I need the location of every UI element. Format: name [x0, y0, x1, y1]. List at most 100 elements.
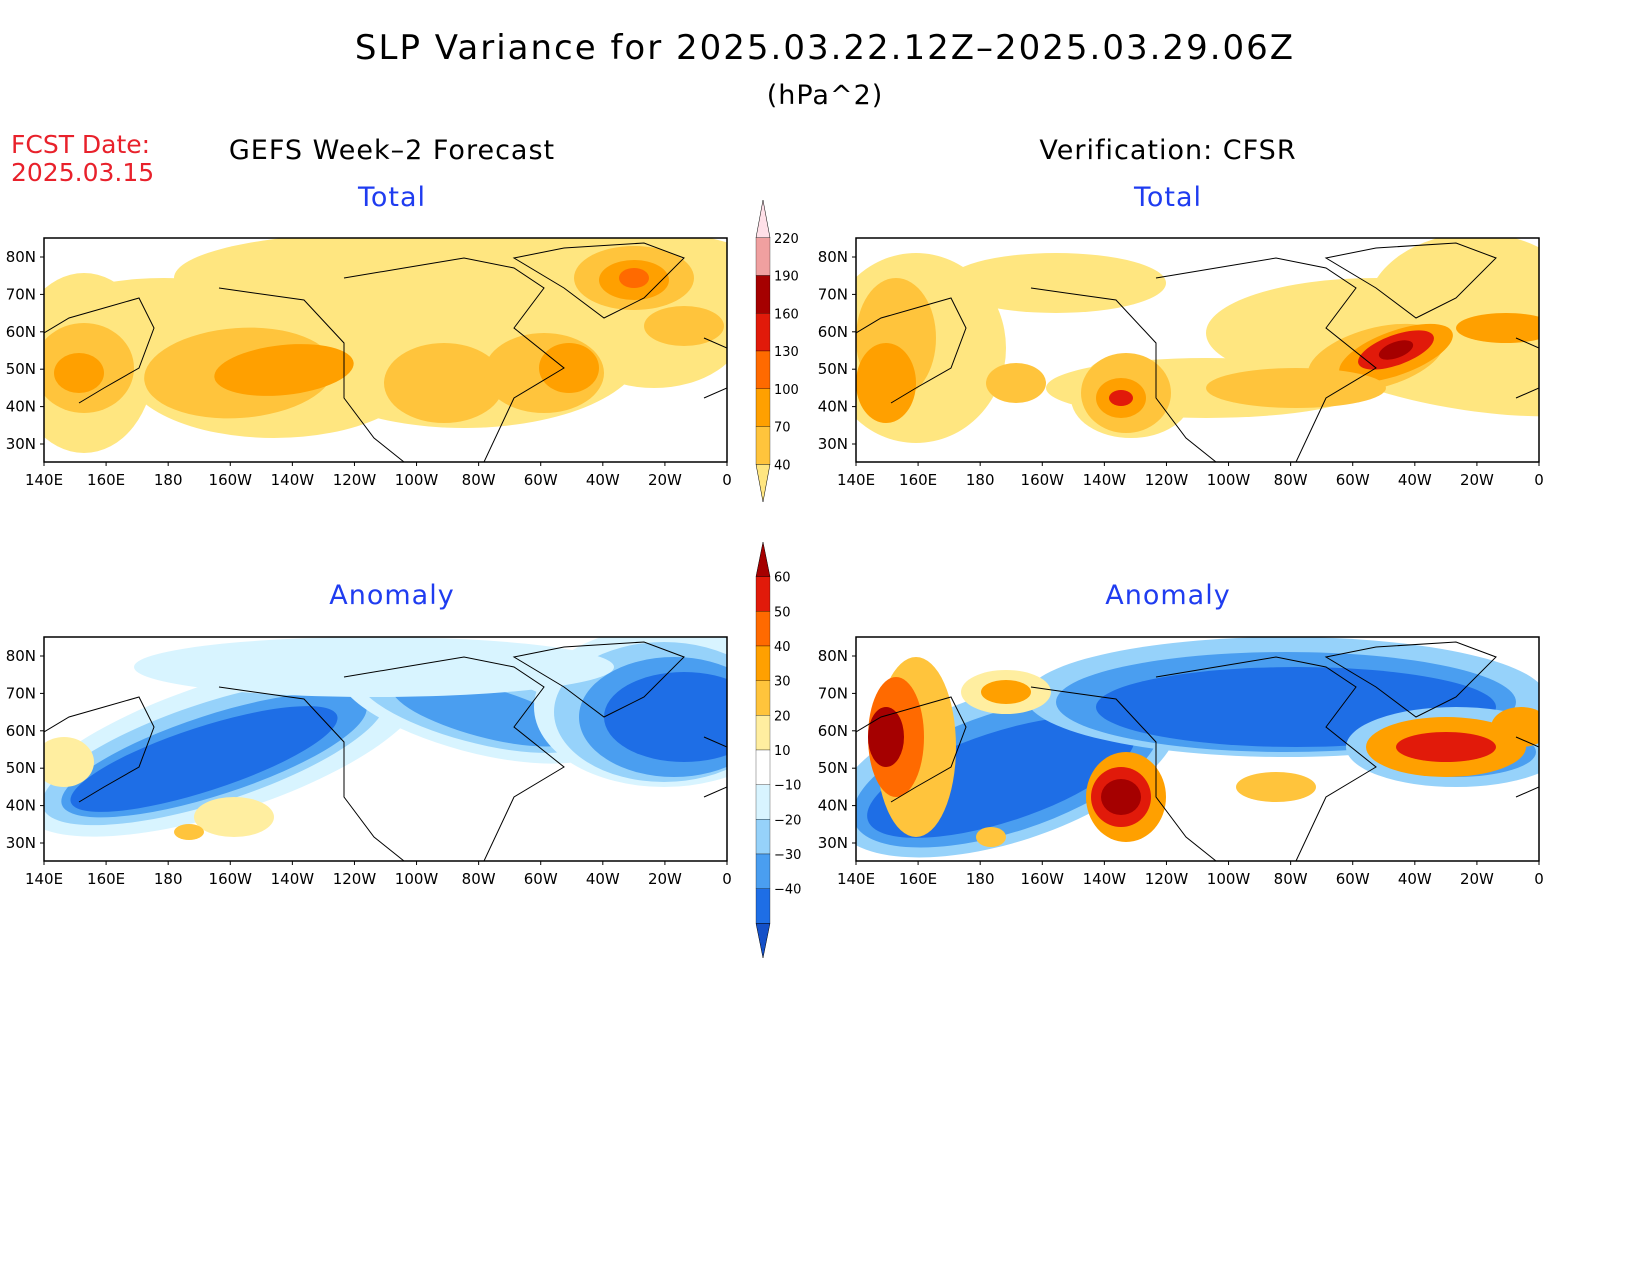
figure-title: SLP Variance for 2025.03.22.12Z–2025.03.…: [354, 28, 1296, 68]
lon-tick-label: 140W: [271, 870, 315, 888]
colorbar-segment: [755, 819, 771, 855]
column-title-verification: Verification: CFSR: [1039, 135, 1297, 166]
lon-tick-label: 80W: [462, 471, 496, 489]
coastline: [1515, 337, 1539, 399]
lat-tick-label: 40N: [818, 797, 848, 815]
lon-tick-label: 80W: [1274, 870, 1308, 888]
lat-tick-label: 50N: [818, 360, 848, 378]
lon-tick-label: 160W: [1021, 870, 1065, 888]
lon-tick-label: 40W: [1398, 471, 1432, 489]
contour-fill: [604, 672, 727, 762]
lon-tick-label: 140W: [1083, 471, 1127, 489]
lon-tick-label: 20W: [1460, 870, 1494, 888]
coastline: [1515, 736, 1539, 798]
contour-fill: [1456, 313, 1539, 343]
contour-fill: [644, 306, 724, 346]
lat-tick-label: 50N: [818, 759, 848, 777]
colorbar-cap: [755, 464, 771, 503]
contour-fill: [1101, 779, 1141, 815]
contour-fill: [1491, 707, 1539, 747]
colorbar-segment: [755, 715, 771, 751]
lat-tick-label: 40N: [6, 398, 36, 416]
panel-label-anomaly-verification: Anomaly: [1105, 580, 1231, 611]
colorbar-tick-label: −20: [774, 813, 801, 828]
colorbar-total: 220 190 160 130 100 70 40: [755, 199, 799, 503]
coastline: [703, 736, 727, 798]
panel-label-total-forecast: Total: [357, 182, 427, 213]
colorbar-segment: [755, 749, 771, 785]
colorbar-tick-label: 30: [774, 675, 791, 690]
map-panel-anomaly-forecast: 80N 70N 60N 50N 40N 30N 140E 160E 180 160W 140W 120…: [6, 636, 732, 888]
contour-fill: [986, 363, 1046, 403]
colorbar-tick-label: 130: [774, 345, 799, 360]
lat-tick-label: 30N: [6, 834, 36, 852]
map-panel-total-forecast: 80N 70N 60N 50N 40N 30N 140E 160E 180 160W 140W 120…: [6, 237, 732, 489]
lon-tick-label: 40W: [586, 471, 620, 489]
lon-tick-label: 180: [966, 870, 995, 888]
coastline: [343, 656, 565, 861]
lon-tick-label: 100W: [1207, 471, 1251, 489]
lat-tick-label: 70N: [818, 684, 848, 702]
lon-tick-label: 160W: [209, 870, 253, 888]
coastline: [218, 287, 405, 462]
lon-tick-label: 120W: [1145, 870, 1189, 888]
colorbar-tick-label: 10: [774, 744, 791, 759]
coastline: [218, 686, 405, 861]
lon-tick-label: 140E: [837, 870, 875, 888]
fcst-date-value: 2025.03.15: [11, 158, 155, 187]
lon-tick-label: 160W: [1021, 471, 1065, 489]
lon-tick-label: 180: [154, 471, 183, 489]
contour-fill: [1378, 340, 1414, 360]
colorbar-segment: [755, 350, 771, 389]
lon-tick-label: 140E: [25, 870, 63, 888]
contour-fill: [44, 737, 94, 787]
colorbar-tick-label: −10: [774, 779, 801, 794]
lat-tick-label: 70N: [818, 285, 848, 303]
lon-tick-label: 0: [1534, 471, 1544, 489]
colorbar-segment: [755, 888, 771, 924]
lon-tick-label: 140W: [271, 471, 315, 489]
lon-tick-label: 120W: [1145, 471, 1189, 489]
lon-tick-label: 140W: [1083, 870, 1127, 888]
contour-fill: [134, 637, 614, 697]
lon-tick-label: 40W: [1398, 870, 1432, 888]
map-frame: [855, 636, 1540, 862]
lat-tick-label: 60N: [818, 323, 848, 341]
colorbar-tick-label: 160: [774, 307, 799, 322]
colorbar-anomaly: 60 50 40 30 20 10 −10 −20 −30 −40: [755, 541, 801, 959]
lon-tick-label: 160E: [899, 471, 937, 489]
lon-tick-label: 160E: [87, 471, 125, 489]
lon-tick-label: 80W: [462, 870, 496, 888]
lon-tick-label: 180: [966, 471, 995, 489]
colorbar-tick-label: 50: [774, 605, 791, 620]
colorbar-tick-label: 60: [774, 571, 791, 586]
lat-tick-label: 80N: [6, 647, 36, 665]
coastline: [343, 257, 565, 462]
coastline: [856, 297, 967, 404]
lat-tick-label: 50N: [6, 759, 36, 777]
colorbar-tick-label: 220: [774, 232, 799, 247]
contour-fill: [856, 343, 916, 423]
colorbar-segment: [755, 645, 771, 681]
lon-tick-label: 160W: [209, 471, 253, 489]
colorbar-tick-label: −30: [774, 848, 801, 863]
colorbar-tick-label: 40: [774, 458, 791, 473]
lon-tick-label: 80W: [1274, 471, 1308, 489]
colorbar-tick-label: −40: [774, 883, 801, 898]
lat-tick-label: 80N: [818, 248, 848, 266]
colorbar-cap: [755, 541, 771, 577]
lat-tick-label: 30N: [818, 435, 848, 453]
colorbar-cap: [755, 199, 771, 238]
map-frame: [43, 636, 728, 862]
coastline: [856, 696, 967, 803]
colorbar-segment: [755, 426, 771, 465]
contour-fill: [384, 343, 504, 423]
lat-tick-label: 30N: [6, 435, 36, 453]
lon-tick-label: 120W: [333, 870, 377, 888]
colorbar-tick-label: 70: [774, 421, 791, 436]
contour-fill: [174, 824, 204, 840]
fcst-date-label: FCST Date:: [11, 130, 151, 159]
contour-fill: [868, 707, 904, 767]
coastline: [1324, 641, 1497, 718]
